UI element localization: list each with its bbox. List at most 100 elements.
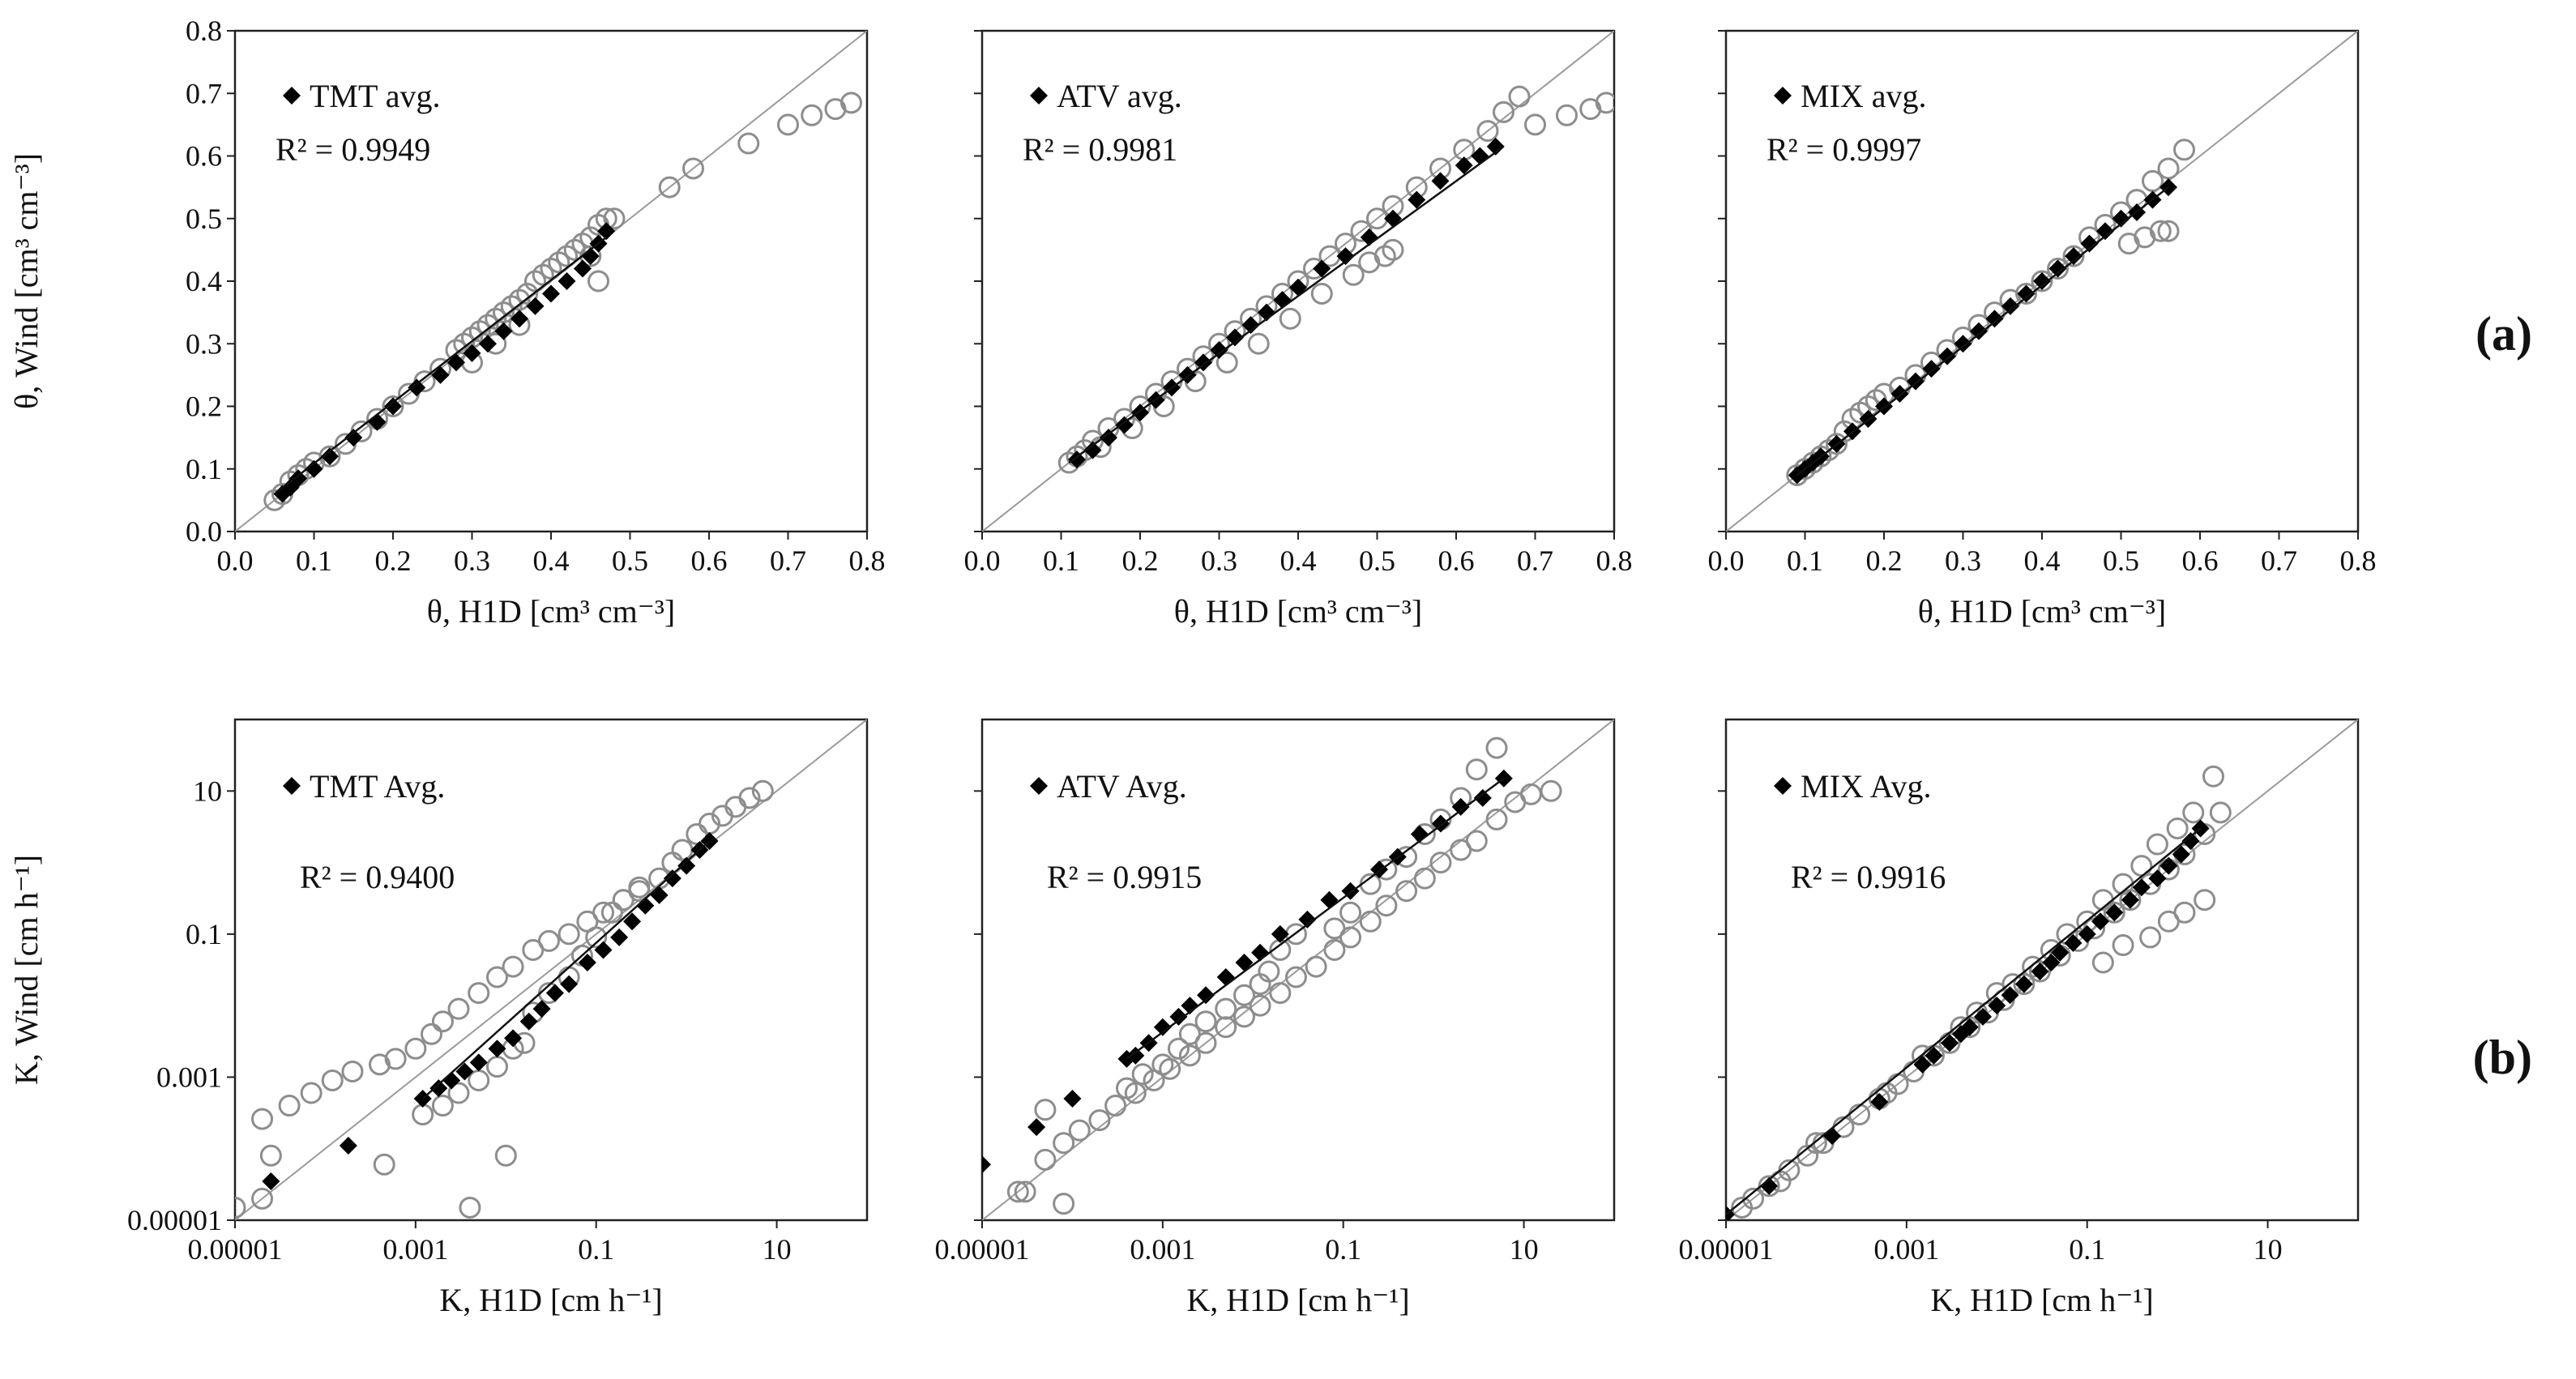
x-tick-label: 0.0 (964, 544, 1001, 577)
observed-point (2209, 801, 2232, 824)
observed-point (2173, 901, 2196, 924)
average-point (2065, 247, 2083, 266)
observed-point (1151, 1053, 1174, 1076)
legend-label-a1: TMT avg. (310, 78, 440, 114)
average-point (2112, 209, 2130, 228)
observed-point (235, 1196, 246, 1219)
observed-point (251, 1187, 274, 1210)
average-point (2132, 878, 2151, 897)
average-point (532, 1000, 551, 1018)
observed-point (2013, 973, 2036, 996)
x-tick-label: 0.00001 (188, 1233, 283, 1266)
observed-point (1595, 92, 1614, 114)
observed-point (502, 955, 524, 978)
average-point (455, 1062, 474, 1081)
chart-panel-a1: 0.0 0.1 0.2 0.3 0.4 0.5 0.6 0.7 0.8 0.0 0.1 0.2 0.3 0… (8, 15, 886, 630)
average-point (1473, 788, 1492, 807)
x-tick-label: 0.7 (2261, 544, 2297, 577)
x-tick-label: 0.0 (217, 544, 254, 577)
average-point (344, 429, 363, 447)
y-tick-label: 0.5 (186, 203, 222, 235)
chart-panel-b1: 0.00001 0.001 0.1 10 0.00001 0.001 0.1 10 K, H1D… (8, 718, 869, 1318)
chart-panel-a3: 0.0 0.1 0.2 0.3 0.4 0.5 0.6 0.7 0.8 θ, H1D [cm³ c… (1708, 29, 2377, 630)
x-tick-label: 0.00001 (1679, 1233, 1774, 1266)
average-point (2091, 912, 2109, 931)
observed-point (516, 282, 539, 305)
y-tick-label: 0.0 (186, 515, 222, 548)
one-to-one-line-b1 (235, 719, 867, 1220)
observed-point (2130, 855, 2153, 877)
observed-point (2149, 220, 2172, 242)
observed-point (447, 1082, 470, 1104)
observed-point (1519, 783, 1542, 805)
panel-label-a: (a) (2476, 307, 2532, 361)
observed-point (1339, 901, 1362, 924)
x-tick-label: 0.8 (1596, 544, 1633, 577)
observed-point (1247, 332, 1270, 355)
x-tick-label: 0.5 (2103, 544, 2139, 577)
observed-point (1116, 1077, 1138, 1099)
observed-point (1006, 1180, 1029, 1203)
average-point (1235, 953, 1254, 971)
average-point (1320, 890, 1339, 909)
observed-point (738, 787, 761, 809)
observed-point (737, 132, 760, 155)
legend-marker-b1 (283, 777, 301, 795)
data-series-a2 (1057, 85, 1614, 474)
average-point (2001, 297, 2019, 315)
observed-point (2031, 270, 2053, 292)
observed-point (1014, 1180, 1036, 1203)
x-tick-label: 0.8 (2340, 544, 2377, 577)
average-point (1153, 1018, 1172, 1036)
average-point (2078, 924, 2096, 943)
average-point (623, 912, 642, 931)
trend-line-b2 (1126, 777, 1505, 1060)
observed-point (840, 92, 862, 114)
x-axis-label-b3: K, H1D [cm h⁻¹] (1930, 1282, 2153, 1318)
r-squared-a2: R² = 0.9981 (1023, 131, 1177, 168)
average-point (1870, 1093, 1889, 1112)
average-point (557, 272, 576, 290)
observed-point (2146, 833, 2168, 856)
observed-point (1232, 984, 1255, 1006)
y-tick-label: 0.1 (186, 453, 222, 485)
observed-point (1805, 1132, 1827, 1155)
average-point (1913, 1055, 1932, 1074)
x-tick-label: 10 (2253, 1233, 2283, 1266)
average-point (1210, 340, 1228, 359)
average-point (1027, 1118, 1046, 1137)
average-point (2159, 856, 2178, 875)
y-tick-label: 0.001 (156, 1061, 222, 1093)
average-point (1216, 968, 1235, 987)
average-point (1455, 156, 1473, 175)
average-point (1408, 190, 1426, 209)
x-tick-label: 0.8 (849, 544, 886, 577)
average-point (2042, 953, 2061, 971)
observed-point (494, 1144, 517, 1167)
y-tick-label: 0.1 (186, 918, 222, 950)
observed-point (431, 1095, 454, 1117)
average-point (1760, 1176, 1779, 1195)
observed-point (1465, 830, 1488, 852)
x-tick-label: 0.6 (2182, 544, 2219, 577)
y-axis-label-b1: K, Wind [cm h⁻¹] (8, 855, 45, 1085)
x-tick-label: 0.5 (612, 544, 648, 577)
average-point (2121, 890, 2139, 909)
data-series-a1 (263, 92, 862, 511)
observed-point (468, 1069, 490, 1091)
observed-point (603, 207, 626, 230)
average-point (526, 297, 545, 315)
average-point (1298, 910, 1317, 929)
average-point (1068, 450, 1086, 469)
average-point (1336, 247, 1355, 266)
average-point (1100, 429, 1117, 447)
observed-point (341, 1060, 364, 1082)
observed-point (1249, 994, 1271, 1017)
observed-point (1305, 955, 1327, 978)
legend-marker-a3 (1774, 87, 1792, 105)
observed-point (1068, 1119, 1091, 1142)
average-point (578, 953, 596, 971)
observed-point (1429, 852, 1452, 874)
observed-point (1194, 1010, 1217, 1033)
observed-point (2047, 258, 2069, 280)
